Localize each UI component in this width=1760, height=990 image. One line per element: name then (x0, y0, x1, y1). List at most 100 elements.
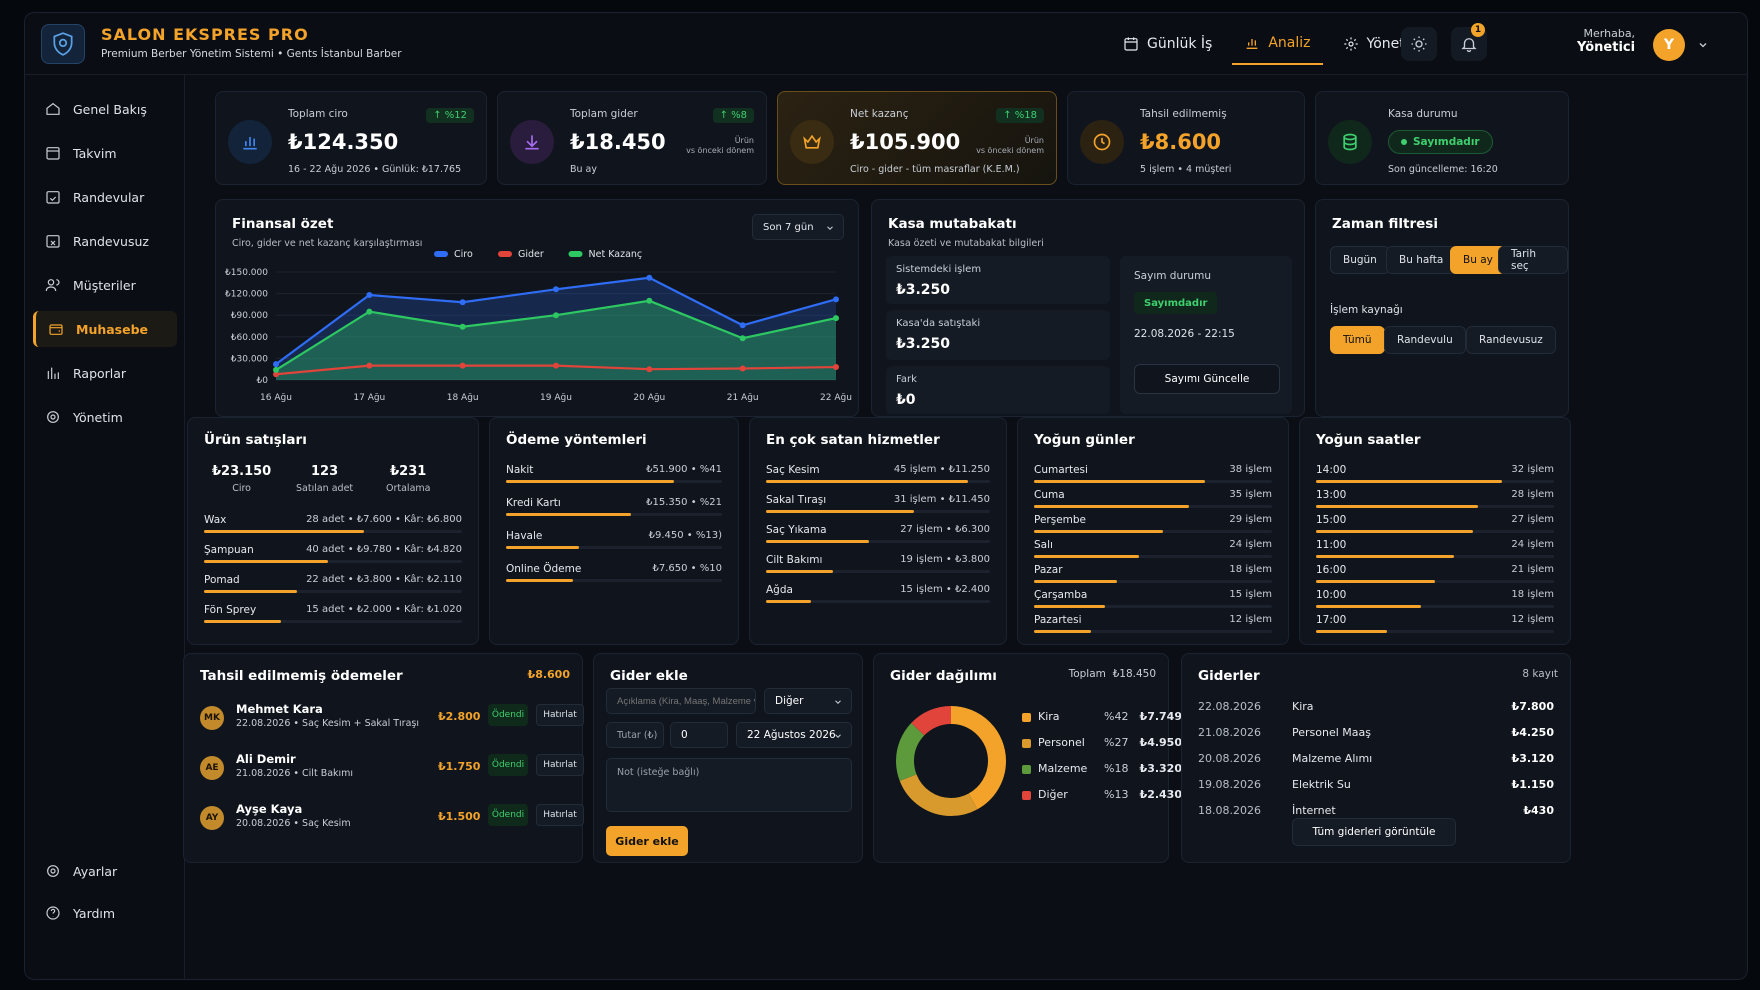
theme-toggle-button[interactable] (1401, 27, 1437, 61)
legend-label: Net Kazanç (589, 249, 643, 260)
bar-fill (1034, 630, 1092, 633)
data-point[interactable] (273, 361, 279, 368)
distribution-title: Gider dağılımı (890, 668, 997, 684)
data-point[interactable] (273, 366, 279, 373)
amount-input[interactable]: 0 (670, 722, 728, 748)
data-point[interactable] (459, 323, 466, 330)
bar-label: 11:00 (1316, 539, 1347, 551)
donut-slice[interactable] (896, 706, 1006, 816)
expense-row[interactable]: 19.08.2026 Elektrik Su ₺1.150 (1198, 778, 1554, 796)
data-point[interactable] (553, 286, 559, 293)
legend-pct: %42 (1104, 710, 1129, 723)
customer-name: Ayşe Kaya (236, 802, 303, 816)
sidebar-item-randevusuz[interactable]: Randevusuz (33, 223, 177, 259)
sidebar-item-muhasebe[interactable]: Muhasebe (33, 311, 177, 347)
data-point[interactable] (739, 335, 746, 342)
data-point[interactable] (553, 312, 559, 319)
chevron-down-icon[interactable] (1697, 39, 1709, 51)
donut-slice[interactable] (896, 706, 1006, 816)
bar-track (1316, 480, 1554, 483)
expense-date-select[interactable]: 22 Ağustos 2026 (736, 722, 852, 748)
bar-info: 22 adet • ₺3.800 • Kâr: ₺2.110 (306, 574, 462, 585)
avatar[interactable]: Y (1653, 29, 1685, 61)
logo[interactable] (41, 24, 85, 64)
data-point[interactable] (366, 362, 373, 369)
expense-note-textarea[interactable]: Not (isteğe bağlı) (606, 758, 852, 812)
view-all-expenses-button[interactable]: Tüm giderleri görüntüle (1292, 818, 1456, 846)
data-point[interactable] (459, 362, 466, 369)
data-point[interactable] (273, 371, 279, 378)
period-select[interactable]: Son 7 gün (752, 214, 844, 240)
data-point[interactable] (646, 297, 653, 304)
data-point[interactable] (833, 296, 839, 303)
sidebar-item-randevular[interactable]: Randevular (33, 179, 177, 215)
chip-tumu[interactable]: Tümü (1330, 326, 1385, 354)
product-stat-label: Ciro (232, 483, 251, 494)
data-point[interactable] (553, 362, 559, 369)
bar-info: 15 adet • ₺2.000 • Kâr: ₺1.020 (306, 604, 462, 615)
mark-paid-button[interactable]: Ödendi (488, 754, 528, 776)
expense-row[interactable]: 22.08.2026 Kira ₺7.800 (1198, 700, 1554, 718)
data-point[interactable] (646, 274, 653, 281)
remind-button[interactable]: Hatırlat (536, 754, 584, 776)
data-point[interactable] (833, 315, 839, 322)
unpaid-row: MK Mehmet Kara 22.08.2026 • Saç Kesim + … (200, 700, 584, 742)
remind-button[interactable]: Hatırlat (536, 804, 584, 826)
nav-gunluk-is[interactable]: Günlük İş (1111, 23, 1224, 65)
data-point[interactable] (739, 365, 746, 372)
mark-paid-button[interactable]: Ödendi (488, 704, 528, 726)
expenses-count: 8 kayıt (1522, 668, 1558, 680)
expense-name: Elektrik Su (1292, 778, 1351, 791)
expense-category-select[interactable]: Diğer (764, 688, 852, 714)
chip-tarih-sec[interactable]: Tarih seç (1498, 246, 1568, 274)
bar-track (204, 530, 462, 533)
expense-row[interactable]: 21.08.2026 Personel Maaş ₺4.250 (1198, 726, 1554, 744)
sidebar-item-label: Yönetim (73, 409, 123, 425)
data-point[interactable] (833, 364, 839, 371)
sidebar-item-yonetim[interactable]: Yönetim (33, 399, 177, 435)
bar-track (204, 560, 462, 563)
mark-paid-button[interactable]: Ödendi (488, 804, 528, 826)
expense-amount: ₺430 (1523, 804, 1554, 817)
bar-info: ₺51.900 • %41 (646, 464, 722, 475)
bar-info: 27 işlem • ₺6.300 (900, 524, 990, 535)
sidebar-item-raporlar[interactable]: Raporlar (33, 355, 177, 391)
nav-analiz[interactable]: Analiz (1232, 23, 1323, 65)
chip-randevusuz[interactable]: Randevusuz (1466, 326, 1556, 354)
kpi-sub: Son güncelleme: 16:20 (1388, 164, 1498, 175)
update-count-button[interactable]: Sayımı Güncelle (1134, 364, 1280, 394)
sidebar-item-yardim[interactable]: Yardım (33, 895, 177, 931)
chip-bugun[interactable]: Bugün (1330, 246, 1390, 274)
expense-row[interactable]: 18.08.2026 İnternet ₺430 (1198, 804, 1554, 822)
kpi-vs-line: vs önceki dönem (686, 146, 754, 155)
chip-randevulu[interactable]: Randevulu (1384, 326, 1466, 354)
donut-slice[interactable] (896, 706, 1006, 816)
data-point[interactable] (366, 308, 373, 315)
bar-fill (766, 570, 834, 573)
bar-info: 19 işlem • ₺3.800 (900, 554, 990, 565)
sidebar-item-ayarlar[interactable]: Ayarlar (33, 853, 177, 889)
status-text: Sayımdadır (1413, 136, 1480, 148)
sidebar-item-musteriler[interactable]: Müşteriler (33, 267, 177, 303)
data-point[interactable] (459, 299, 466, 306)
kpi-label: Net kazanç (850, 108, 909, 120)
expense-description-input[interactable] (606, 688, 756, 714)
kpi-value: ₺124.350 (288, 130, 399, 154)
sidebar-item-takvim[interactable]: Takvim (33, 135, 177, 171)
add-expense-submit-button[interactable]: Gider ekle (606, 826, 688, 856)
notifications-button[interactable]: 1 (1451, 23, 1487, 61)
data-point[interactable] (646, 366, 653, 373)
sidebar-item-label: Muhasebe (76, 321, 149, 337)
sidebar-item-label: Randevusuz (73, 233, 149, 249)
data-point[interactable] (366, 292, 373, 299)
chip-bu-hafta[interactable]: Bu hafta (1386, 246, 1457, 274)
bar-label: 13:00 (1316, 489, 1347, 501)
services-title: En çok satan hizmetler (766, 432, 940, 448)
data-point[interactable] (739, 322, 746, 329)
expense-row[interactable]: 20.08.2026 Malzeme Alımı ₺3.120 (1198, 752, 1554, 770)
product-stat-label: Satılan adet (296, 483, 354, 494)
sidebar-item-genel-bakis[interactable]: Genel Bakış (33, 91, 177, 127)
remind-button[interactable]: Hatırlat (536, 704, 584, 726)
kpi-kasa-durumu: Kasa durumu Sayımdadır Son güncelleme: 1… (1315, 91, 1569, 185)
sun-icon (1411, 36, 1427, 52)
